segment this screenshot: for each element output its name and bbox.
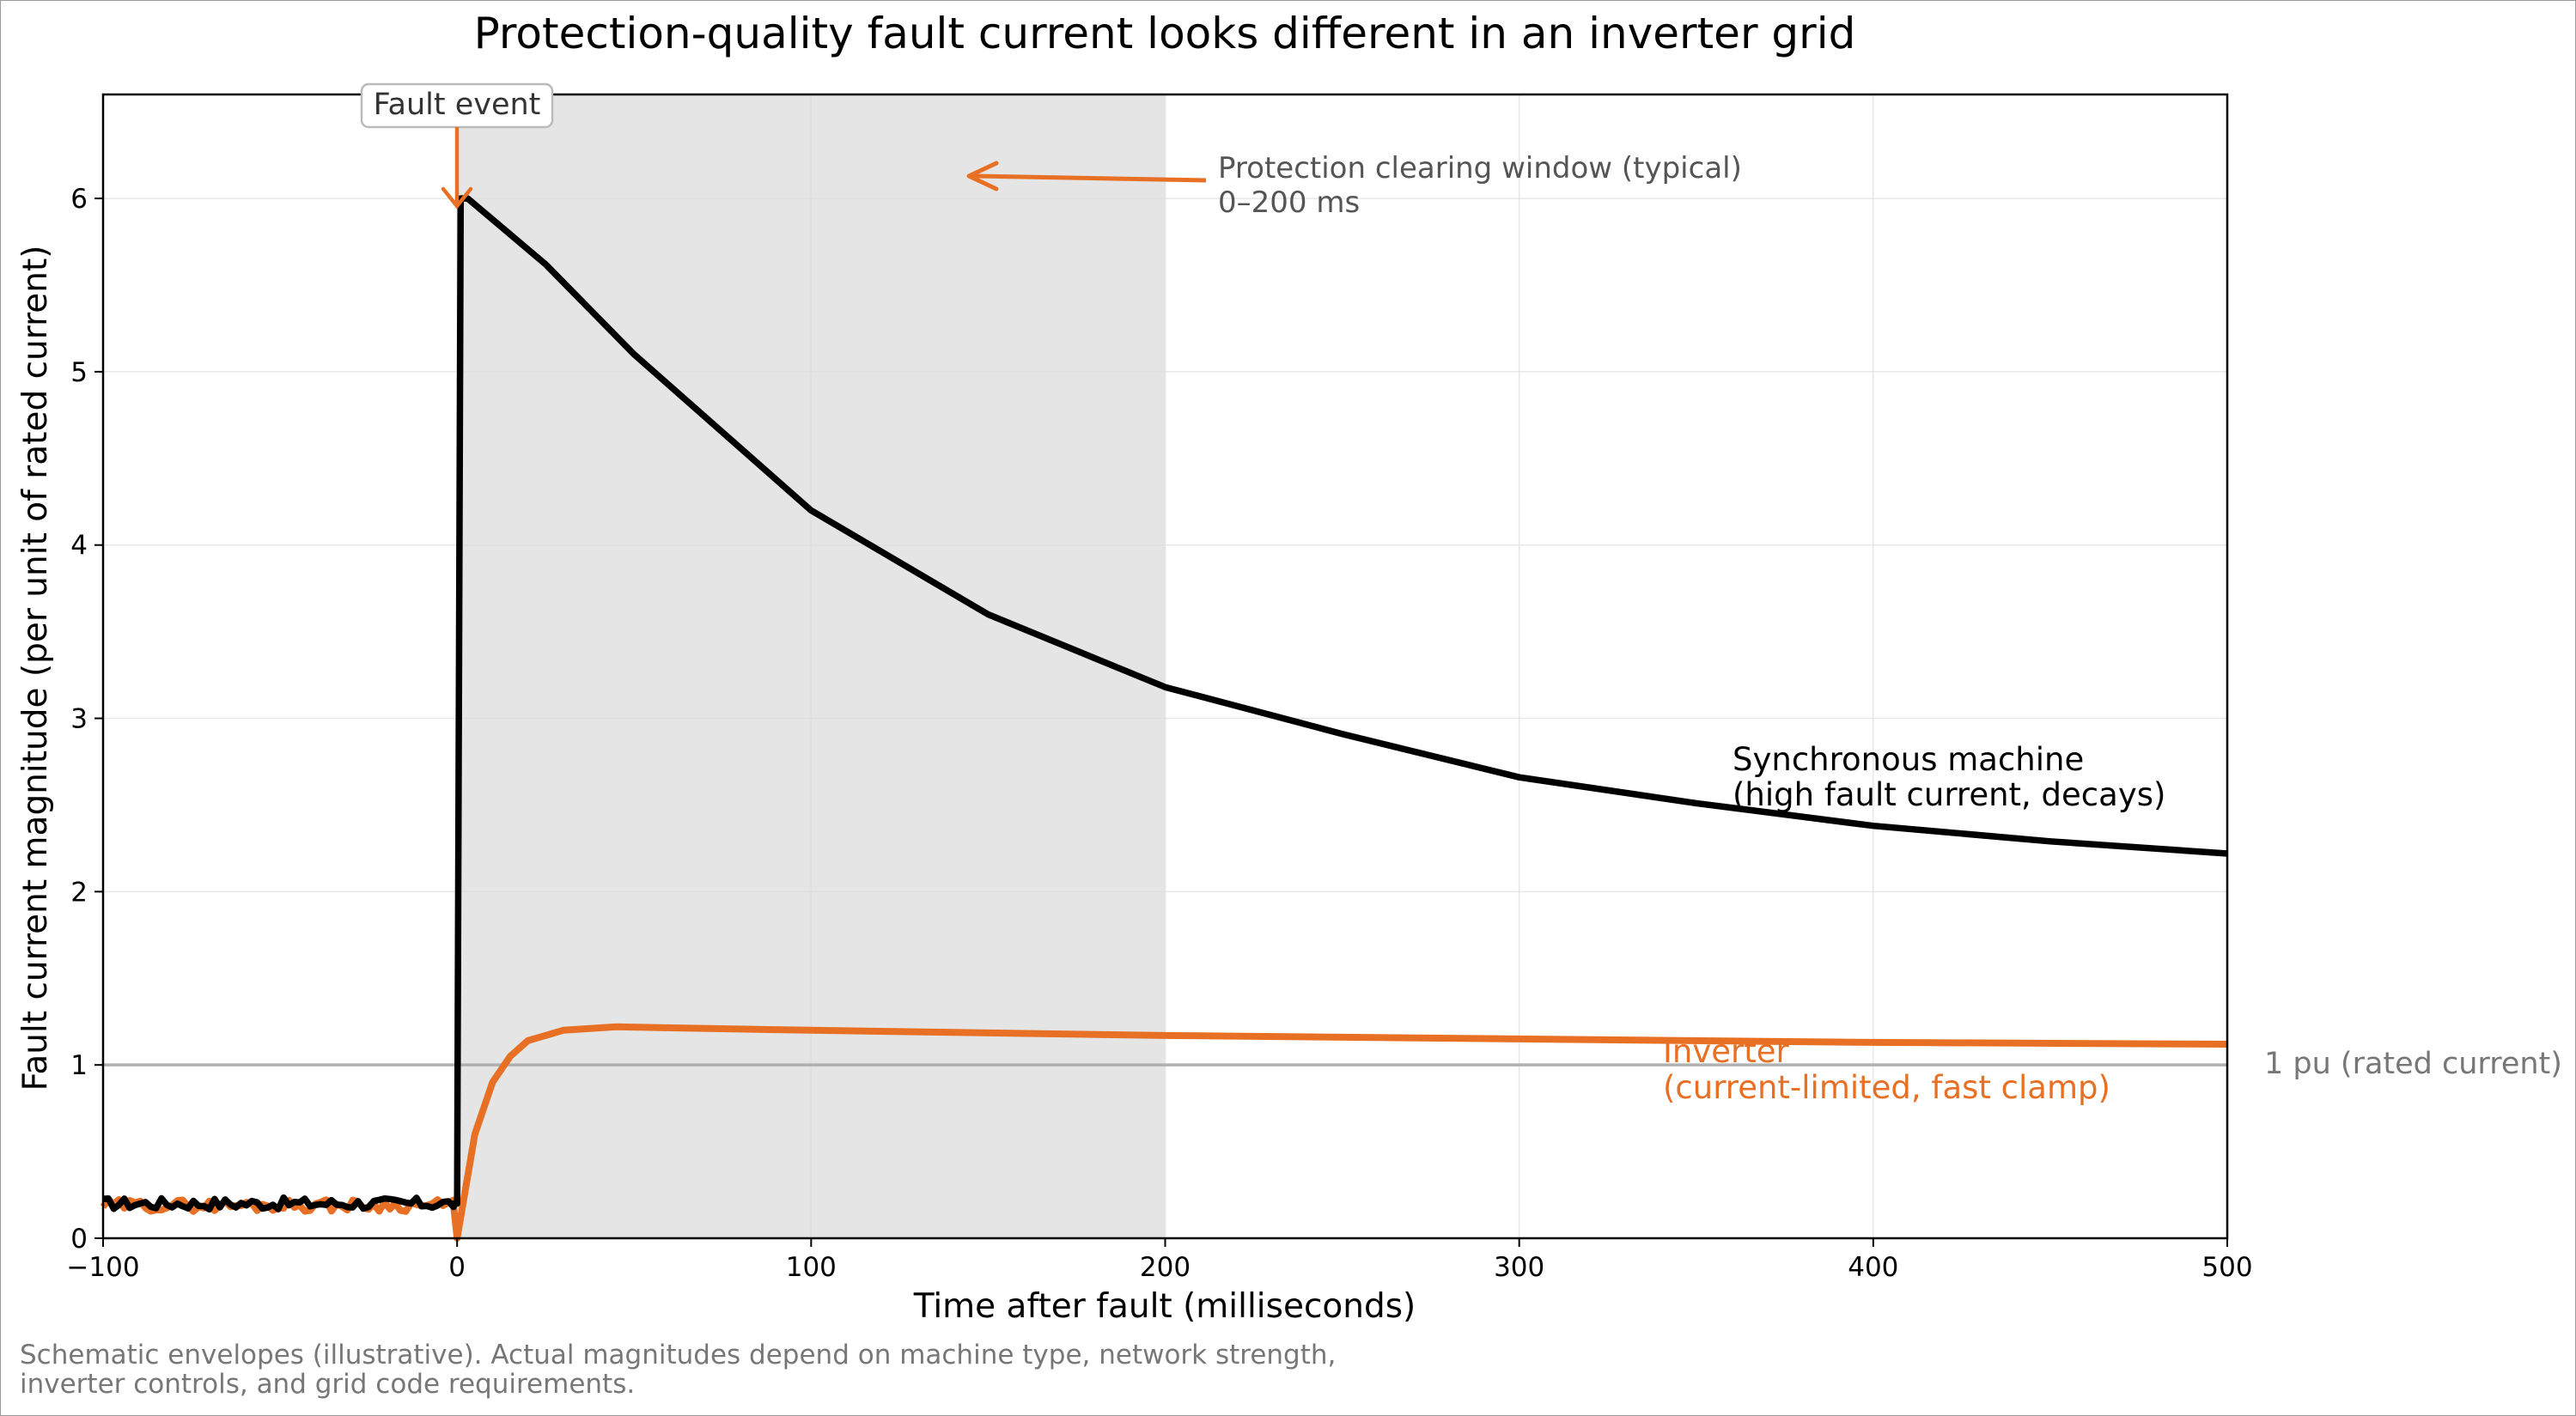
footnote-line-2: inverter controls, and grid code require…: [20, 1369, 635, 1400]
x-tick-label: −100: [66, 1252, 139, 1283]
y-axis-label: Fault current magnitude (per unit of rat…: [16, 245, 55, 1091]
y-tick-label: 0: [70, 1224, 88, 1255]
y-tick-label: 6: [70, 184, 88, 215]
footnote-line-1: Schematic envelopes (illustrative). Actu…: [20, 1340, 1336, 1370]
inverter-label: Inverter: [1663, 1033, 1790, 1070]
fault-event-label: Fault event: [374, 88, 541, 122]
y-tick-label: 4: [70, 531, 88, 562]
chart-title: Protection-quality fault current looks d…: [474, 9, 1856, 58]
clearing-window-label: Protection clearing window (typical): [1218, 151, 1742, 185]
inverter-sublabel: (current-limited, fast clamp): [1663, 1069, 2110, 1106]
fault-event-annotation: Fault event: [360, 82, 554, 210]
clearing-window-arrowhead: [966, 161, 999, 191]
x-tick-label: 100: [786, 1252, 837, 1283]
clearing-window-range: 0–200 ms: [1218, 185, 1360, 220]
y-tick-label: 5: [70, 357, 88, 388]
sync-machine-label: Synchronous machine: [1733, 741, 2084, 778]
y-tick-label: 1: [70, 1050, 88, 1081]
fault-event-arrowhead: [441, 186, 473, 210]
reference-line-label: 1 pu (rated current): [2264, 1047, 2562, 1081]
sync-machine-sublabel: (high fault current, decays): [1733, 776, 2165, 813]
x-tick-label: 200: [1140, 1252, 1191, 1283]
x-tick-label: 500: [2201, 1252, 2252, 1283]
x-tick-label: 300: [1494, 1252, 1544, 1283]
x-tick-label: 400: [1848, 1252, 1898, 1283]
x-tick-label: 0: [448, 1252, 466, 1283]
y-tick-label: 3: [70, 704, 88, 735]
clearing-window-annotation: Protection clearing window (typical) 0–2…: [966, 151, 1742, 220]
sync-machine-line: [102, 195, 2228, 1213]
clearing-window-arrow: [973, 173, 1207, 183]
y-tick-label: 2: [70, 877, 88, 908]
x-axis-label: Time after fault (milliseconds): [913, 1287, 1416, 1326]
